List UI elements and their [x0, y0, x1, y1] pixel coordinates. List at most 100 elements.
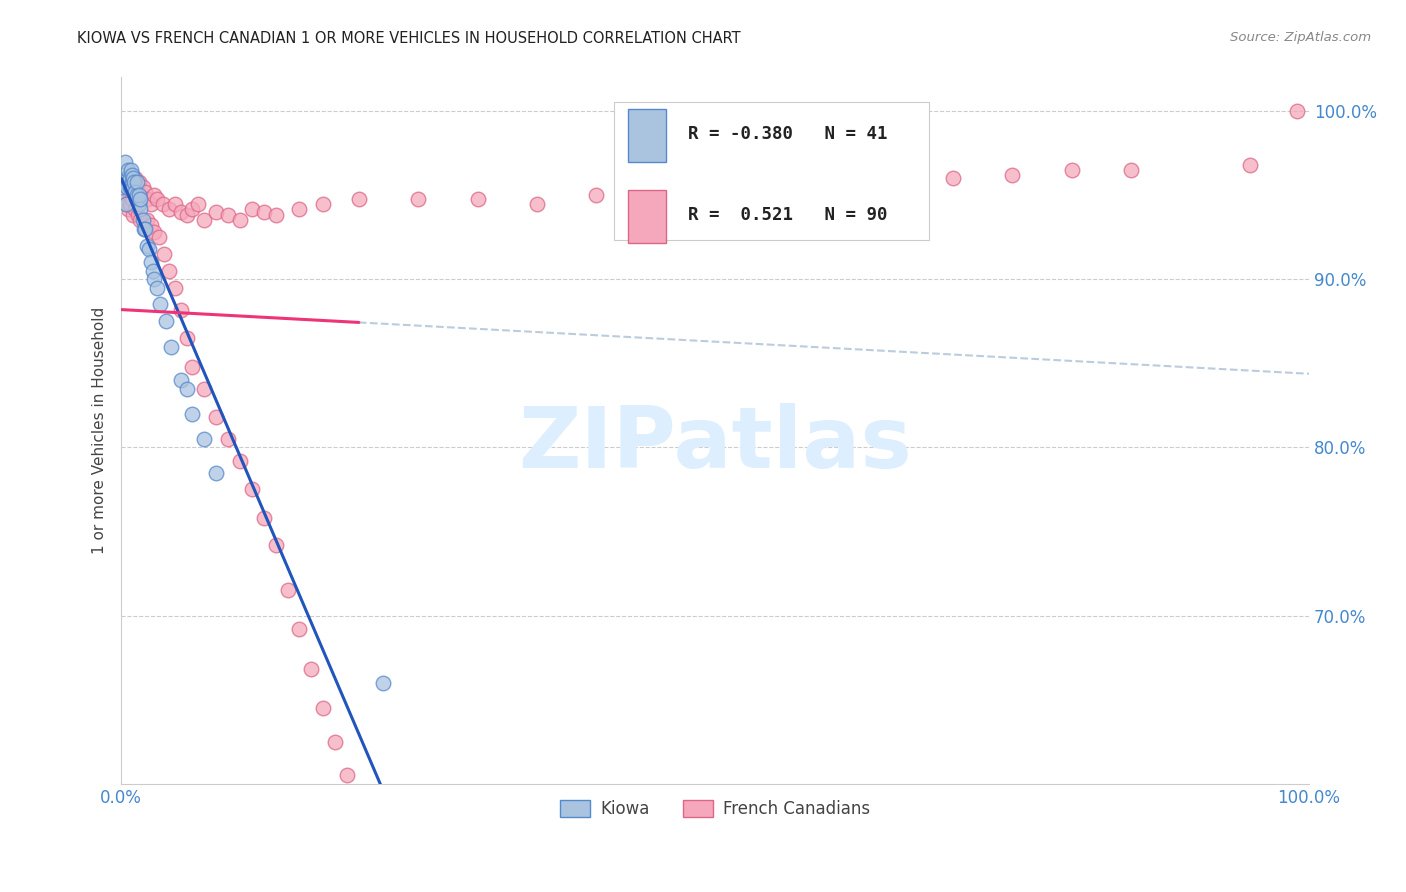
Point: [312, 701, 335, 715]
Point: [336, 768, 359, 782]
Point: [122, 171, 145, 186]
Point: [136, 213, 159, 227]
Point: [176, 331, 198, 345]
Point: [132, 221, 155, 235]
Point: [122, 179, 145, 194]
Point: [114, 196, 136, 211]
Point: [1001, 168, 1024, 182]
Point: [155, 314, 177, 328]
Text: KIOWA VS FRENCH CANADIAN 1 OR MORE VEHICLES IN HOUSEHOLD CORRELATION CHART: KIOWA VS FRENCH CANADIAN 1 OR MORE VEHIC…: [77, 31, 741, 46]
Point: [125, 175, 148, 189]
Point: [142, 264, 165, 278]
Point: [118, 196, 141, 211]
Point: [118, 171, 141, 186]
Point: [205, 205, 228, 219]
Point: [217, 208, 239, 222]
Text: R = -0.380   N = 41: R = -0.380 N = 41: [688, 125, 887, 143]
Point: [1239, 158, 1261, 172]
Point: [124, 202, 146, 216]
Point: [149, 297, 172, 311]
Point: [111, 179, 134, 194]
Point: [169, 373, 191, 387]
Point: [136, 192, 159, 206]
Point: [115, 171, 138, 186]
Point: [264, 208, 287, 222]
Point: [1286, 104, 1309, 119]
Point: [288, 622, 311, 636]
Point: [128, 175, 150, 189]
Point: [139, 255, 162, 269]
Point: [118, 179, 141, 194]
Point: [134, 185, 156, 199]
FancyBboxPatch shape: [628, 191, 666, 244]
Point: [176, 382, 198, 396]
Point: [146, 280, 169, 294]
FancyBboxPatch shape: [628, 109, 666, 162]
Point: [143, 272, 166, 286]
Point: [143, 225, 166, 239]
FancyBboxPatch shape: [614, 103, 929, 240]
Point: [253, 205, 276, 219]
Point: [276, 583, 298, 598]
Point: [299, 662, 322, 676]
Y-axis label: 1 or more Vehicles in Household: 1 or more Vehicles in Household: [93, 307, 107, 554]
Point: [138, 242, 160, 256]
Point: [139, 196, 162, 211]
Point: [264, 538, 287, 552]
Text: R =  0.521   N = 90: R = 0.521 N = 90: [688, 206, 887, 224]
Point: [323, 734, 346, 748]
Point: [148, 230, 170, 244]
Point: [128, 196, 150, 211]
Point: [406, 192, 429, 206]
Point: [117, 175, 139, 189]
Point: [371, 676, 394, 690]
Point: [131, 179, 153, 194]
Point: [117, 202, 139, 216]
Point: [115, 185, 138, 199]
Point: [1060, 163, 1083, 178]
Point: [193, 432, 215, 446]
Point: [129, 192, 152, 206]
Legend: Kiowa, French Canadians: Kiowa, French Canadians: [554, 793, 877, 825]
Point: [176, 208, 198, 222]
Point: [882, 179, 904, 194]
Point: [124, 175, 146, 189]
Point: [193, 213, 215, 227]
Point: [146, 192, 169, 206]
Point: [127, 208, 149, 222]
Point: [240, 483, 263, 497]
Point: [134, 221, 156, 235]
Point: [125, 179, 148, 194]
Point: [120, 179, 142, 194]
Point: [160, 339, 183, 353]
Point: [134, 219, 156, 233]
Point: [157, 202, 180, 216]
Point: [187, 196, 209, 211]
Point: [157, 264, 180, 278]
Point: [229, 213, 252, 227]
Point: [122, 208, 145, 222]
Point: [644, 185, 666, 199]
Point: [763, 179, 786, 194]
Point: [181, 407, 204, 421]
Point: [467, 192, 489, 206]
Point: [942, 171, 965, 186]
Point: [122, 179, 145, 194]
Point: [129, 213, 152, 227]
Point: [152, 196, 174, 211]
Point: [112, 188, 135, 202]
Point: [205, 466, 228, 480]
Point: [121, 192, 143, 206]
Point: [124, 171, 146, 186]
Point: [347, 814, 370, 828]
Point: [371, 869, 394, 883]
Point: [118, 188, 141, 202]
Point: [240, 202, 263, 216]
Point: [181, 202, 204, 216]
Point: [205, 410, 228, 425]
Point: [114, 192, 136, 206]
Point: [169, 205, 191, 219]
Point: [181, 359, 204, 374]
Point: [217, 432, 239, 446]
Point: [312, 196, 335, 211]
